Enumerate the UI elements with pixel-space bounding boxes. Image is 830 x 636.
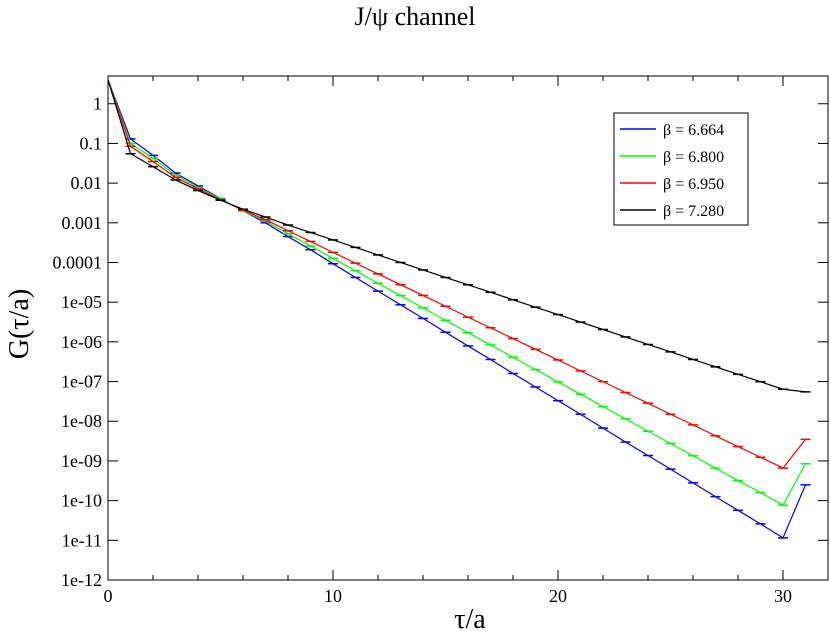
y-tick-label: 1e-12 [61,570,102,590]
x-tick-label: 0 [104,586,113,606]
y-tick-label: 1e-06 [61,332,102,352]
y-axis-label: G(τ/a) [4,288,35,360]
y-tick-label: 1e-09 [61,451,102,471]
legend-label: β = 7.280 [663,203,724,220]
y-tick-label: 1e-10 [61,491,102,511]
chart-title: J/ψ channel [354,2,476,31]
legend-label: β = 6.800 [663,149,724,166]
legend-label: β = 6.950 [663,176,724,193]
x-tick-label: 30 [774,586,792,606]
y-tick-label: 1e-07 [61,372,102,392]
x-axis-label: τ/a [454,604,486,635]
y-tick-label: 0.1 [80,133,103,153]
y-tick-label: 0.0001 [53,252,103,272]
x-tick-label: 20 [549,586,567,606]
y-tick-label: 0.001 [62,213,103,233]
x-tick-label: 10 [324,586,342,606]
legend-box [613,112,749,226]
legend-label: β = 6.664 [663,122,724,139]
y-tick-label: 1e-05 [61,292,102,312]
y-tick-label: 1e-08 [61,411,102,431]
y-tick-label: 0.01 [71,173,103,193]
series-line-3 [107,79,806,393]
y-tick-label: 1 [93,94,102,114]
y-tick-label: 1e-11 [62,530,102,550]
